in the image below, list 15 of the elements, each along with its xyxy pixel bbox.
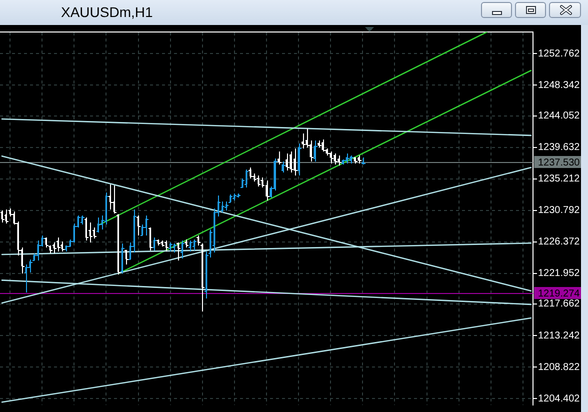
ref-line-label: 1219.274 <box>538 288 580 300</box>
y-tick-label: 1221.952 <box>538 268 580 280</box>
y-tick-label: 1204.402 <box>538 393 580 404</box>
y-tick-label: 1230.792 <box>538 205 580 216</box>
chart-title: XAUUSDm,H1 <box>61 3 153 21</box>
y-tick-label: 1239.632 <box>538 142 580 154</box>
y-tick-label: 1226.372 <box>538 236 580 248</box>
y-tick-label: 1244.052 <box>538 110 580 122</box>
y-tick-label: 1217.662 <box>538 298 580 310</box>
y-tick-label: 1235.212 <box>538 174 580 185</box>
y-tick-label: 1248.342 <box>538 80 580 91</box>
y-tick-label: 1208.822 <box>538 362 580 373</box>
y-tick-label: 1252.762 <box>538 48 580 60</box>
y-tick-label: 1213.242 <box>538 330 580 342</box>
ref-line-label: 1237.530 <box>538 157 580 168</box>
